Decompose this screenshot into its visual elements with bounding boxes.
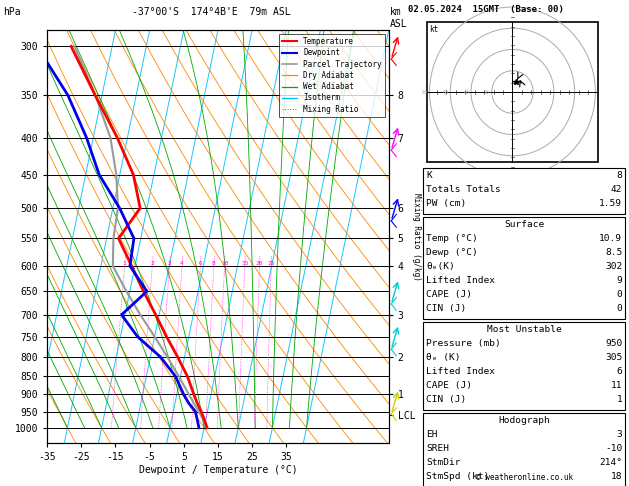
Text: CIN (J): CIN (J)	[426, 304, 467, 313]
Text: StmSpd (kt): StmSpd (kt)	[426, 472, 489, 481]
Bar	[423, 322, 625, 410]
Text: 6: 6	[199, 261, 203, 266]
Text: Hodograph: Hodograph	[498, 416, 550, 425]
Text: 15: 15	[241, 261, 248, 266]
Text: 8.5: 8.5	[605, 248, 622, 257]
Text: θₑ (K): θₑ (K)	[426, 353, 460, 362]
Text: 11: 11	[611, 381, 622, 390]
Text: EH: EH	[426, 430, 438, 439]
Text: km: km	[390, 7, 402, 17]
Text: 2: 2	[150, 261, 154, 266]
Text: Totals Totals: Totals Totals	[426, 185, 501, 194]
Bar	[423, 217, 625, 319]
Text: 305: 305	[605, 353, 622, 362]
Text: Most Unstable: Most Unstable	[487, 325, 562, 334]
Text: 20: 20	[484, 90, 490, 95]
Text: hPa: hPa	[3, 7, 21, 17]
Text: 10.9: 10.9	[599, 234, 622, 243]
Text: 80: 80	[422, 90, 428, 95]
Text: © weatheronline.co.uk: © weatheronline.co.uk	[476, 473, 573, 482]
Text: 950: 950	[605, 339, 622, 348]
Bar	[427, 22, 598, 162]
Text: CAPE (J): CAPE (J)	[426, 381, 472, 390]
Text: 3: 3	[616, 430, 622, 439]
Bar	[423, 168, 625, 214]
Text: ASL: ASL	[390, 19, 408, 30]
Text: kt: kt	[429, 25, 438, 34]
Text: -10: -10	[605, 444, 622, 453]
Bar	[423, 413, 625, 486]
Text: PW (cm): PW (cm)	[426, 199, 467, 208]
Text: CIN (J): CIN (J)	[426, 395, 467, 404]
Text: StmDir: StmDir	[426, 458, 460, 467]
Text: 0: 0	[616, 290, 622, 299]
Text: CAPE (J): CAPE (J)	[426, 290, 472, 299]
Text: 3: 3	[167, 261, 171, 266]
Text: 1.59: 1.59	[599, 199, 622, 208]
Text: 8: 8	[212, 261, 216, 266]
Text: 42: 42	[611, 185, 622, 194]
Text: Dewp (°C): Dewp (°C)	[426, 248, 478, 257]
X-axis label: Dewpoint / Temperature (°C): Dewpoint / Temperature (°C)	[138, 465, 298, 475]
Text: 20: 20	[256, 261, 264, 266]
Y-axis label: Mixing Ratio (g/kg): Mixing Ratio (g/kg)	[412, 193, 421, 280]
Text: 302: 302	[605, 262, 622, 271]
Text: 02.05.2024  15GMT  (Base: 00): 02.05.2024 15GMT (Base: 00)	[408, 5, 564, 14]
Text: 4: 4	[180, 261, 184, 266]
Text: 18: 18	[611, 472, 622, 481]
Text: Temp (°C): Temp (°C)	[426, 234, 478, 243]
Text: θₑ(K): θₑ(K)	[426, 262, 455, 271]
Text: 0: 0	[616, 304, 622, 313]
Text: Pressure (mb): Pressure (mb)	[426, 339, 501, 348]
Text: -37°00'S  174°4B'E  79m ASL: -37°00'S 174°4B'E 79m ASL	[132, 7, 291, 17]
Text: 1: 1	[616, 395, 622, 404]
Text: 214°: 214°	[599, 458, 622, 467]
Text: Lifted Index: Lifted Index	[426, 367, 495, 376]
Legend: Temperature, Dewpoint, Parcel Trajectory, Dry Adiabat, Wet Adiabat, Isotherm, Mi: Temperature, Dewpoint, Parcel Trajectory…	[279, 34, 385, 117]
Text: 1: 1	[123, 261, 126, 266]
Text: SREH: SREH	[426, 444, 449, 453]
Text: 6: 6	[616, 367, 622, 376]
Text: Lifted Index: Lifted Index	[426, 276, 495, 285]
Text: 10: 10	[221, 261, 228, 266]
Text: 9: 9	[616, 276, 622, 285]
Text: Surface: Surface	[504, 220, 544, 229]
Text: 40: 40	[464, 90, 469, 95]
Text: K: K	[426, 171, 432, 180]
Text: 25: 25	[267, 261, 275, 266]
Text: 60: 60	[443, 90, 448, 95]
Text: 8: 8	[616, 171, 622, 180]
